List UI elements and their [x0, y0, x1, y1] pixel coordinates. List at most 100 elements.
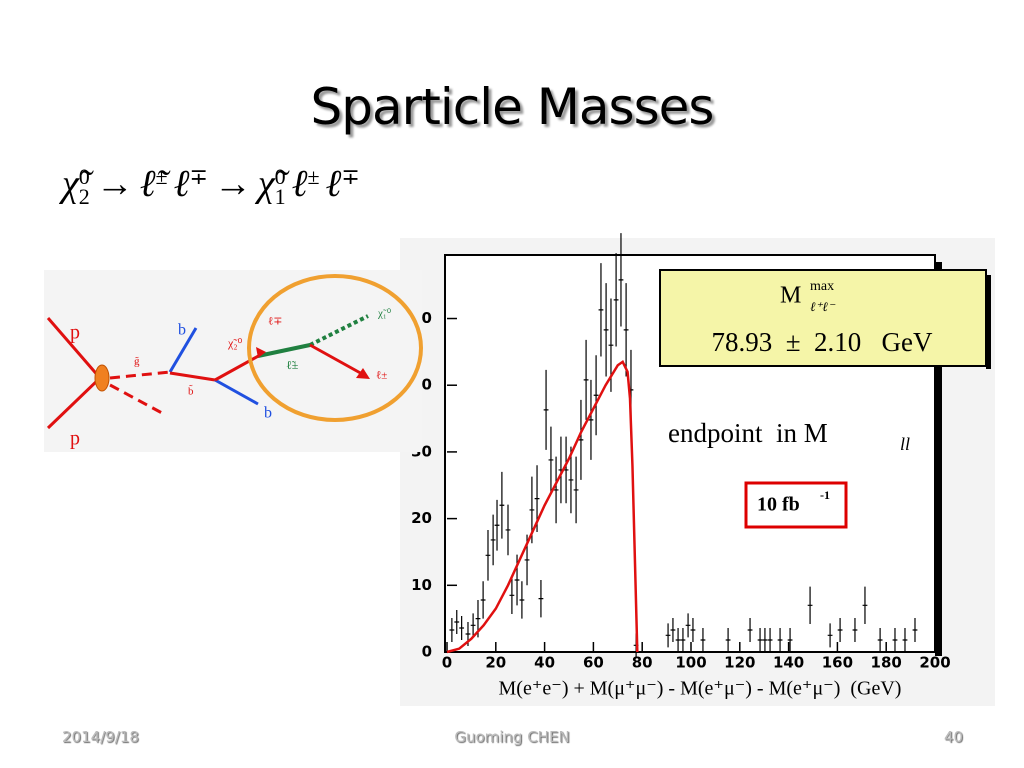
b-quark-line [168, 327, 198, 373]
data-point [685, 613, 691, 638]
x-tick-label: 200 [919, 654, 950, 672]
data-point [449, 617, 455, 642]
data-point [725, 627, 731, 652]
formula-sup: ∓ [341, 164, 360, 190]
data-point [505, 504, 511, 556]
formula-term: → [214, 162, 252, 206]
sparticle-line [109, 383, 163, 415]
data-point [603, 283, 609, 377]
x-tick-label: 80 [632, 654, 653, 672]
data-point [490, 514, 496, 566]
data-point [680, 627, 686, 652]
data-point [700, 627, 706, 652]
fit-curve [446, 360, 639, 654]
formula-sup: ± [307, 164, 320, 190]
diagram-label: χ̃₂⁰ [227, 336, 243, 350]
diagram-label: b [178, 322, 186, 339]
data-point [480, 581, 486, 619]
data-point [593, 355, 599, 436]
data-point [877, 627, 883, 652]
data-point [470, 613, 476, 638]
fit-label-sub: ℓ⁺ℓ⁻ [810, 299, 836, 314]
x-tick-label: 140 [773, 654, 804, 672]
data-point [767, 627, 773, 652]
b-quark-line [214, 378, 259, 406]
data-point [912, 617, 918, 642]
data-point [902, 627, 908, 652]
lumi-sup: -1 [820, 488, 830, 502]
lsp-line [309, 314, 369, 347]
x-tick-label: 100 [675, 654, 706, 672]
lumi-box [744, 481, 848, 529]
decay-formula: χ̃ 0 2 → ℓ̃ ± ℓ ∓ → χ̃ 0 1 ℓ ± ℓ ∓ [62, 162, 366, 210]
data-point [690, 617, 696, 642]
diagram-label: ℓ̃± [286, 358, 299, 372]
formula-scripts: ∓ [341, 164, 360, 207]
data-point [519, 581, 525, 619]
x-tick-label: 40 [534, 654, 555, 672]
proton-line [46, 376, 102, 430]
x-tick-label: 160 [822, 654, 853, 672]
data-point [553, 456, 559, 524]
neutralino-line [214, 352, 263, 382]
slepton-line [257, 343, 311, 358]
data-point [543, 369, 549, 450]
fit-label: M [780, 283, 801, 309]
formula-term: ℓ ∓ [174, 162, 208, 207]
x-tick-label: 60 [583, 654, 604, 672]
formula-sub: 1 [274, 184, 286, 210]
x-tick-label: 20 [485, 654, 506, 672]
fit-label-sup: max [810, 279, 834, 294]
formula-scripts: ± [307, 164, 320, 207]
data-point [509, 576, 515, 614]
plot-area [446, 233, 936, 658]
y-tick-label: 0 [422, 643, 432, 661]
formula-term: ℓ ± [292, 162, 320, 207]
formula-scripts: ± [156, 166, 168, 207]
data-point [494, 499, 500, 551]
x-axis-label: M(e⁺e⁻) + M(μ⁺μ⁻) - M(e⁺μ⁻) - M(e⁺μ⁻) (G… [499, 678, 902, 700]
formula-term: χ̃ 0 1 [257, 162, 286, 210]
fit-box [659, 269, 987, 367]
frame-shadow [935, 262, 942, 656]
diagram-label: χ̃₁⁰ [377, 308, 392, 320]
formula-sup: ∓ [189, 164, 208, 190]
data-point [454, 609, 460, 634]
endpoint-sub: ll [900, 434, 910, 454]
formula-term: → [96, 162, 134, 206]
y-tick-label: 20 [411, 509, 432, 527]
formula-term: χ̃ 0 2 [62, 162, 90, 210]
formula-sup: 0 [274, 164, 286, 190]
x-tick-label: 120 [724, 654, 755, 672]
formula-term: ℓ ∓ [326, 162, 360, 207]
data-point [499, 471, 505, 539]
data-point [623, 283, 629, 377]
data-point [837, 617, 843, 642]
data-point [573, 456, 579, 524]
formula-base: ℓ [325, 163, 342, 205]
y-tick-label: 10 [411, 576, 432, 594]
footer-page: 40 [944, 728, 964, 746]
formula-sup: 0 [78, 164, 90, 190]
data-point [598, 263, 604, 357]
lumi-label: 10 fb [757, 494, 800, 516]
diagram-label: p [70, 322, 80, 344]
data-point [787, 627, 793, 652]
data-point [613, 253, 619, 347]
formula-sub: 2 [78, 184, 90, 210]
diagram-label: ℓ± [376, 370, 387, 382]
x-tick-label: 180 [871, 654, 902, 672]
proton-line [46, 317, 102, 379]
formula-base: ℓ [291, 163, 308, 205]
formula-base: χ̃ [62, 163, 79, 205]
data-point [747, 617, 753, 642]
footer-date: 2014/9/18 [62, 728, 139, 746]
diagram-panel [44, 270, 422, 452]
decay-circle [247, 274, 423, 422]
formula-base: χ̃ [257, 163, 275, 205]
x-tick-label: 0 [442, 654, 452, 672]
